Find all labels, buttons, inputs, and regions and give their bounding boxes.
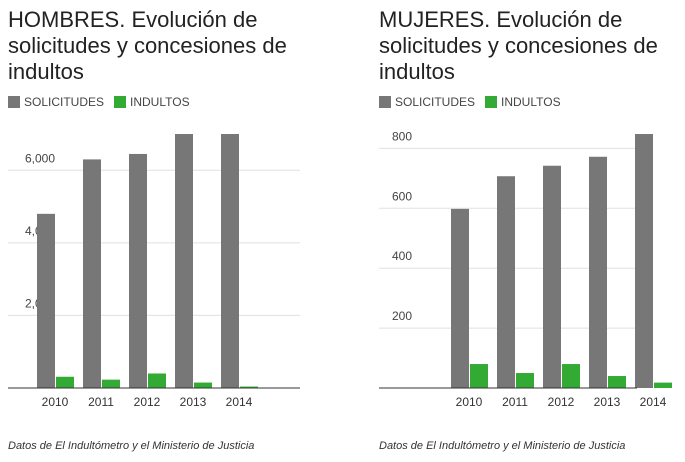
mujeres-chart-panel: MUJERES. Evolución de solicitudes y conc…	[345, 0, 685, 462]
y-tick-label: 200	[392, 309, 412, 323]
bar-indultos-2012	[148, 373, 166, 388]
x-tick-label: 2011	[502, 395, 528, 409]
legend-item-indultos: INDULTOS	[485, 95, 561, 109]
x-tick-label: 2013	[594, 395, 621, 409]
bar-solicitudes-2011	[83, 159, 101, 388]
bar-solicitudes-2014	[221, 134, 239, 388]
legend-label-indultos: INDULTOS	[130, 95, 190, 109]
bar-solicitudes-2012	[543, 165, 561, 388]
y-tick-label: 400	[392, 249, 412, 263]
bar-indultos-2014	[240, 386, 258, 388]
chart-title: MUJERES. Evolución de solicitudes y conc…	[379, 7, 658, 84]
source-note: Datos de El Indultómetro y el Ministerio…	[8, 440, 255, 452]
legend-label-solicitudes: SOLICITUDES	[24, 95, 105, 109]
x-tick-label: 2014	[640, 395, 667, 409]
bar-solicitudes-2010	[37, 213, 55, 388]
bar-solicitudes-2010	[451, 208, 469, 388]
x-tick-label: 2014	[226, 395, 253, 409]
bar-solicitudes-2011	[497, 176, 515, 388]
legend-item-solicitudes: SOLICITUDES	[8, 95, 104, 109]
chart-legend: SOLICITUDES INDULTOS	[379, 95, 571, 109]
bar-indultos-2011	[516, 373, 534, 388]
x-tick-label: 2012	[548, 395, 575, 409]
source-note: Datos de El Indultómetro y el Ministerio…	[379, 440, 626, 452]
bar-indultos-2010	[56, 376, 74, 388]
x-tick-label: 2012	[134, 395, 161, 409]
y-tick-label: 800	[392, 129, 412, 143]
y-tick-label: 600	[392, 189, 412, 203]
legend-item-indultos: INDULTOS	[114, 95, 190, 109]
legend-label-indultos: INDULTOS	[501, 95, 561, 109]
x-tick-label: 2010	[42, 395, 69, 409]
legend-label-solicitudes: SOLICITUDES	[395, 95, 476, 109]
bar-indultos-2014	[654, 382, 672, 388]
bar-solicitudes-2014	[635, 134, 653, 388]
mujeres-bar-chart: 200 400 600 800 2010 2011 2012 2013 2014	[379, 129, 672, 409]
legend-item-solicitudes: SOLICITUDES	[379, 95, 475, 109]
bar-indultos-2013	[194, 382, 212, 388]
bar-indultos-2012	[562, 364, 580, 388]
chart-legend: SOLICITUDES INDULTOS	[8, 95, 200, 109]
bar-indultos-2011	[102, 379, 120, 388]
legend-swatch-solicitudes	[8, 96, 20, 108]
x-tick-label: 2013	[180, 395, 207, 409]
chart-title: HOMBRES. Evolución de solicitudes y conc…	[8, 7, 287, 84]
legend-swatch-indultos	[114, 96, 127, 108]
legend-swatch-indultos	[485, 96, 498, 108]
hombres-chart-panel: HOMBRES. Evolución de solicitudes y conc…	[8, 7, 300, 452]
x-tick-label: 2010	[456, 395, 483, 409]
bar-indultos-2010	[470, 364, 488, 388]
bar-solicitudes-2012	[129, 153, 147, 388]
y-tick-label: 6,000	[25, 151, 55, 165]
bar-solicitudes-2013	[175, 134, 193, 388]
bar-solicitudes-2013	[589, 156, 607, 388]
bar-indultos-2013	[608, 376, 626, 388]
x-tick-label: 2011	[88, 395, 114, 409]
legend-swatch-solicitudes	[379, 96, 391, 108]
